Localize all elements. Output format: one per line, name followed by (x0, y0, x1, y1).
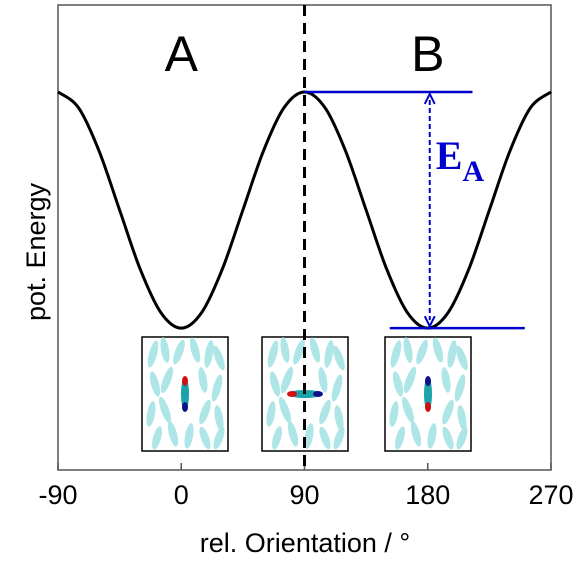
region-label: A (165, 26, 199, 82)
x-tick-label: 0 (174, 480, 189, 510)
barrier-label-main: E (436, 133, 463, 178)
barrier-label-sub: A (462, 155, 484, 188)
x-tick-label: -90 (38, 480, 77, 510)
inset-2 (384, 335, 472, 452)
x-tick-label: 180 (405, 480, 450, 510)
arrow-head-bottom (423, 315, 436, 329)
region-label: B (411, 26, 444, 82)
barrier-label: EA (436, 133, 485, 188)
arrow-head-top (423, 91, 436, 105)
x-tick-label: 90 (289, 480, 319, 510)
x-axis-label: rel. Orientation / ° (200, 528, 410, 558)
inset-0 (141, 335, 229, 452)
x-tick-label: 270 (528, 480, 573, 510)
y-axis-label: pot. Energy (21, 182, 51, 321)
